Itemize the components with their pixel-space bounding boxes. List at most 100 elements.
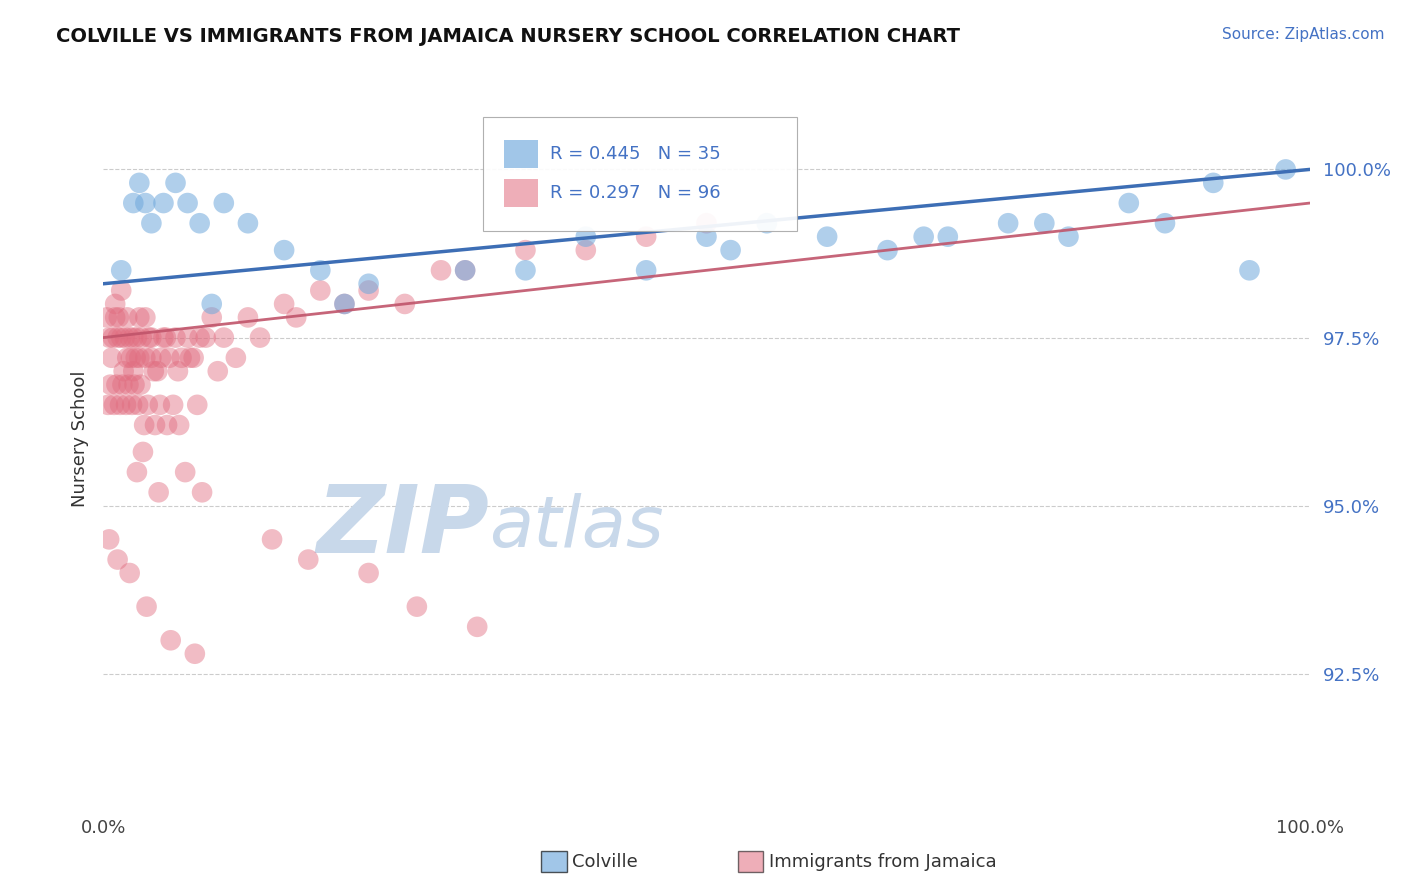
Point	[515, 243, 537, 257]
Point	[141, 351, 163, 365]
Point	[118, 330, 141, 344]
Point	[183, 351, 205, 365]
Point	[98, 330, 121, 344]
Point	[162, 398, 184, 412]
Point	[1239, 263, 1261, 277]
Point	[165, 176, 187, 190]
Point	[146, 364, 169, 378]
Point	[207, 364, 229, 378]
Point	[357, 284, 380, 298]
Point	[454, 263, 477, 277]
Point	[114, 330, 136, 344]
Point	[997, 216, 1019, 230]
Point	[1033, 216, 1056, 230]
Point	[148, 485, 170, 500]
Point	[170, 351, 193, 365]
Point	[122, 364, 145, 378]
Point	[141, 216, 163, 230]
Point	[695, 216, 717, 230]
Point	[129, 377, 152, 392]
Point	[134, 310, 156, 325]
Point	[135, 599, 157, 614]
Point	[1202, 176, 1225, 190]
Point	[912, 229, 935, 244]
Point	[149, 398, 172, 412]
Text: COLVILLE VS IMMIGRANTS FROM JAMAICA NURSERY SCHOOL CORRELATION CHART: COLVILLE VS IMMIGRANTS FROM JAMAICA NURS…	[56, 27, 960, 45]
Point	[167, 364, 190, 378]
Point	[150, 351, 173, 365]
Point	[110, 263, 132, 277]
Point	[142, 364, 165, 378]
Point	[179, 351, 201, 365]
Point	[454, 263, 477, 277]
Point	[1154, 216, 1177, 230]
Point	[122, 196, 145, 211]
Point	[174, 465, 197, 479]
Point	[134, 417, 156, 432]
Point	[127, 398, 149, 412]
Point	[515, 263, 537, 277]
Point	[96, 310, 118, 325]
Point	[98, 533, 121, 547]
Point	[125, 351, 148, 365]
Text: R = 0.297   N = 96: R = 0.297 N = 96	[550, 184, 720, 202]
FancyBboxPatch shape	[484, 117, 797, 231]
Point	[110, 330, 132, 344]
Point	[273, 243, 295, 257]
Point	[720, 243, 742, 257]
Point	[165, 330, 187, 344]
Point	[394, 297, 416, 311]
Point	[309, 263, 332, 277]
Point	[194, 330, 217, 344]
Point	[125, 465, 148, 479]
Point	[121, 398, 143, 412]
Point	[117, 310, 139, 325]
Point	[236, 216, 259, 230]
Point	[225, 351, 247, 365]
Y-axis label: Nursery School: Nursery School	[72, 370, 89, 507]
Point	[104, 297, 127, 311]
Point	[309, 284, 332, 298]
Point	[98, 377, 121, 392]
Text: R = 0.445   N = 35: R = 0.445 N = 35	[550, 145, 720, 163]
Point	[156, 417, 179, 432]
Point	[134, 196, 156, 211]
Point	[186, 398, 208, 412]
Text: Colville: Colville	[572, 853, 638, 871]
Point	[188, 330, 211, 344]
Point	[100, 351, 122, 365]
Point	[101, 330, 124, 344]
Point	[110, 284, 132, 298]
Text: atlas: atlas	[489, 492, 664, 562]
Point	[876, 243, 898, 257]
Point	[212, 196, 235, 211]
Point	[107, 330, 129, 344]
Point	[273, 297, 295, 311]
Point	[128, 351, 150, 365]
Point	[108, 310, 131, 325]
Point	[104, 310, 127, 325]
Point	[120, 351, 142, 365]
Point	[118, 566, 141, 580]
Point	[152, 196, 174, 211]
Point	[108, 398, 131, 412]
Point	[117, 377, 139, 392]
Point	[128, 310, 150, 325]
Point	[152, 330, 174, 344]
Text: ZIP: ZIP	[316, 482, 489, 574]
Point	[128, 176, 150, 190]
Point	[575, 243, 598, 257]
Point	[201, 310, 224, 325]
Point	[136, 398, 159, 412]
Point	[465, 620, 488, 634]
Point	[124, 377, 146, 392]
Point	[1057, 229, 1080, 244]
Point	[1118, 196, 1140, 211]
Point	[575, 229, 598, 244]
Point	[333, 297, 356, 311]
Point	[285, 310, 308, 325]
Point	[159, 633, 181, 648]
Point	[134, 351, 156, 365]
Point	[159, 351, 181, 365]
Point	[201, 297, 224, 311]
